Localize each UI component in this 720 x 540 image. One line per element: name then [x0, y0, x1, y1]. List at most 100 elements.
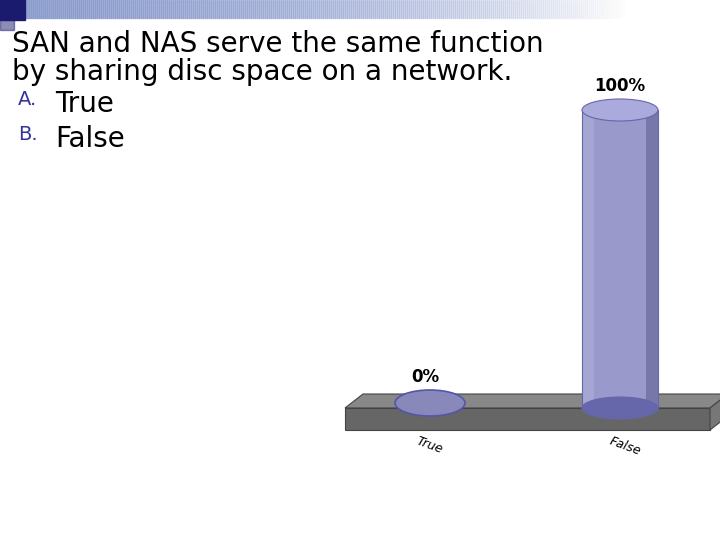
- Bar: [295, 0, 297, 18]
- Bar: [233, 0, 235, 18]
- Bar: [485, 0, 487, 18]
- Bar: [265, 0, 267, 18]
- Bar: [593, 0, 595, 18]
- Bar: [541, 0, 543, 18]
- Bar: [623, 0, 625, 18]
- Bar: [259, 0, 261, 18]
- Bar: [323, 0, 325, 18]
- Bar: [149, 0, 151, 18]
- Bar: [617, 0, 619, 18]
- Bar: [605, 0, 607, 18]
- Bar: [245, 0, 247, 18]
- Bar: [473, 0, 475, 18]
- Bar: [489, 0, 491, 18]
- Bar: [339, 0, 341, 18]
- Bar: [581, 0, 583, 18]
- Bar: [47, 0, 49, 18]
- Bar: [63, 0, 65, 18]
- Bar: [481, 0, 483, 18]
- Bar: [205, 0, 207, 18]
- Bar: [117, 0, 119, 18]
- Bar: [393, 0, 395, 18]
- Bar: [431, 0, 433, 18]
- Bar: [447, 0, 449, 18]
- Bar: [281, 0, 283, 18]
- Bar: [79, 0, 81, 18]
- Bar: [89, 0, 91, 18]
- Bar: [477, 0, 479, 18]
- Bar: [463, 0, 465, 18]
- Bar: [0, 18, 14, 30]
- Bar: [125, 0, 127, 18]
- Bar: [283, 0, 285, 18]
- Bar: [241, 0, 243, 18]
- Bar: [519, 0, 521, 18]
- Bar: [421, 0, 423, 18]
- Bar: [303, 0, 305, 18]
- Bar: [646, 110, 658, 408]
- Bar: [465, 0, 467, 18]
- Bar: [73, 0, 75, 18]
- Bar: [433, 0, 435, 18]
- Bar: [397, 0, 399, 18]
- Polygon shape: [345, 408, 710, 430]
- Bar: [369, 0, 371, 18]
- Text: True: True: [415, 435, 445, 457]
- Bar: [607, 0, 609, 18]
- Bar: [27, 0, 29, 18]
- Bar: [453, 0, 455, 18]
- Text: False: False: [608, 435, 642, 458]
- Bar: [207, 0, 209, 18]
- Bar: [297, 0, 299, 18]
- Bar: [291, 0, 293, 18]
- Bar: [341, 0, 343, 18]
- Bar: [419, 0, 421, 18]
- Bar: [551, 0, 553, 18]
- Bar: [511, 0, 513, 18]
- Bar: [577, 0, 579, 18]
- Bar: [367, 0, 369, 18]
- Bar: [315, 0, 317, 18]
- Bar: [445, 0, 447, 18]
- Bar: [85, 0, 87, 18]
- Bar: [513, 0, 515, 18]
- Bar: [91, 0, 93, 18]
- Bar: [97, 0, 99, 18]
- Bar: [373, 0, 375, 18]
- Bar: [613, 0, 615, 18]
- Bar: [53, 0, 55, 18]
- Bar: [299, 0, 301, 18]
- Bar: [521, 0, 523, 18]
- Bar: [603, 0, 605, 18]
- Text: A.: A.: [18, 90, 37, 109]
- Bar: [275, 0, 277, 18]
- Bar: [587, 0, 589, 18]
- Bar: [389, 0, 391, 18]
- Bar: [319, 0, 321, 18]
- Bar: [289, 0, 291, 18]
- Bar: [307, 0, 309, 18]
- Bar: [567, 0, 569, 18]
- Text: 0%: 0%: [411, 368, 439, 386]
- Bar: [99, 0, 101, 18]
- Bar: [321, 0, 323, 18]
- Bar: [595, 0, 597, 18]
- Bar: [33, 0, 35, 18]
- Bar: [417, 0, 419, 18]
- Bar: [399, 0, 401, 18]
- Bar: [537, 0, 539, 18]
- Ellipse shape: [395, 390, 465, 416]
- Bar: [611, 0, 613, 18]
- Bar: [529, 0, 531, 18]
- Bar: [179, 0, 181, 18]
- Bar: [443, 0, 445, 18]
- Bar: [161, 0, 163, 18]
- Bar: [157, 0, 159, 18]
- Bar: [579, 0, 581, 18]
- Bar: [225, 0, 227, 18]
- Bar: [543, 0, 545, 18]
- Bar: [371, 0, 373, 18]
- Bar: [471, 0, 473, 18]
- Bar: [185, 0, 187, 18]
- Bar: [173, 0, 175, 18]
